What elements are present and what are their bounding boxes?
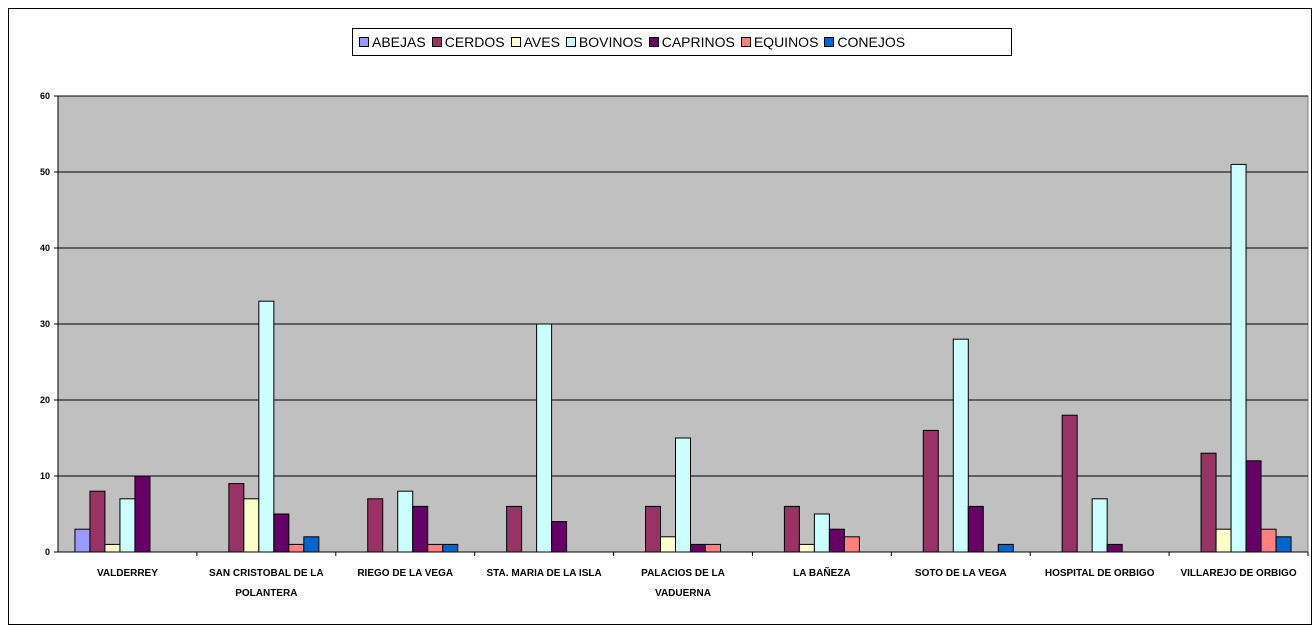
bar-conejos	[997, 543, 1014, 553]
bar-cerdos	[922, 429, 939, 553]
bar-equinos	[288, 543, 305, 553]
x-tick-label: PALACIOS DE LA	[641, 568, 725, 579]
bar-cerdos	[367, 498, 384, 553]
bar-caprinos	[551, 521, 568, 553]
legend-label: AVES	[523, 34, 560, 50]
bar-caprinos	[690, 543, 706, 553]
legend-item: CAPRINOS	[648, 34, 735, 50]
bar-aves	[104, 543, 121, 553]
bar-bovinos	[952, 338, 969, 553]
x-tick-label: RIEGO DE LA VEGA	[357, 568, 453, 579]
bar-bovinos	[536, 323, 553, 553]
bar-bovinos	[397, 490, 414, 553]
bar-abejas	[74, 528, 91, 553]
bar-equinos	[427, 543, 444, 553]
legend-swatch	[740, 37, 751, 47]
bar-caprinos	[828, 528, 845, 553]
legend-label: BOVINOS	[578, 34, 643, 50]
bar-caprinos	[134, 475, 151, 553]
legend-item: CERDOS	[431, 34, 505, 50]
legend-swatch	[648, 37, 659, 47]
legend-item: CONEJOS	[824, 34, 905, 50]
bar-aves	[660, 536, 676, 553]
bar-equinos	[843, 536, 860, 553]
bar-cerdos	[228, 483, 245, 553]
chart-legend: ABEJAS CERDOS AVES BOVINOS CAPRINOS EQUINOS CO…	[352, 28, 1012, 56]
x-tick-label: STA. MARIA DE LA ISLA	[487, 568, 602, 579]
bar-bovinos	[813, 513, 830, 553]
bar-caprinos	[412, 505, 429, 553]
bar-bovinos	[119, 498, 136, 553]
bar-conejos	[442, 543, 459, 553]
legend-label: CERDOS	[444, 34, 505, 50]
bar-cerdos	[506, 505, 523, 553]
bar-conejos	[1275, 536, 1292, 553]
x-tick-label: VILLAREJO DE ORBIGO	[1180, 568, 1296, 579]
legend-item: AVES	[510, 34, 560, 50]
x-tick-label: POLANTERA	[235, 588, 297, 599]
bar-equinos	[705, 543, 721, 553]
legend-label: ABEJAS	[372, 34, 426, 50]
bar-bovinos	[1230, 163, 1247, 553]
x-tick-label: SOTO DE LA VEGA	[915, 568, 1007, 579]
bar-equinos	[1260, 528, 1277, 553]
x-tick-label: LA BAÑEZA	[793, 566, 850, 579]
x-tick-label: HOSPITAL DE ORBIGO	[1045, 568, 1155, 579]
legend-item: EQUINOS	[740, 34, 819, 50]
bar-cerdos	[1200, 452, 1217, 553]
y-tick-label: 40	[40, 243, 50, 253]
x-tick-label: VADUERNA	[655, 588, 711, 599]
x-tick-label: SAN CRISTOBAL DE LA	[209, 568, 324, 579]
bar-cerdos	[1061, 414, 1078, 553]
legend-item: BOVINOS	[565, 34, 643, 50]
bar-caprinos	[1106, 543, 1123, 553]
bar-aves	[1215, 528, 1232, 553]
legend-label: EQUINOS	[753, 34, 819, 50]
y-tick-label: 20	[40, 395, 50, 405]
bar-conejos	[303, 536, 320, 553]
y-tick-label: 60	[40, 91, 50, 101]
bar-aves	[798, 543, 815, 553]
bar-aves	[243, 498, 260, 553]
legend-swatch	[359, 37, 369, 47]
legend-swatch	[431, 37, 442, 47]
bar-bovinos	[675, 437, 691, 553]
y-tick-label: 0	[45, 547, 50, 557]
y-tick-label: 10	[40, 471, 50, 481]
bar-cerdos	[89, 490, 106, 553]
legend-label: CAPRINOS	[661, 34, 735, 50]
legend-swatch	[510, 37, 521, 47]
bar-cerdos	[783, 505, 800, 553]
x-tick-label: VALDERREY	[97, 568, 158, 579]
bar-cerdos	[645, 505, 661, 553]
y-tick-label: 30	[40, 319, 50, 329]
y-tick-label: 50	[40, 167, 50, 177]
legend-swatch	[565, 37, 576, 47]
legend-label: CONEJOS	[837, 34, 906, 50]
legend-swatch	[824, 37, 835, 47]
legend-item: ABEJAS	[359, 34, 426, 50]
bar-caprinos	[967, 505, 984, 553]
bar-caprinos	[273, 513, 290, 553]
bar-caprinos	[1245, 460, 1262, 553]
bar-bovinos	[258, 300, 275, 553]
bar-bovinos	[1091, 498, 1108, 553]
